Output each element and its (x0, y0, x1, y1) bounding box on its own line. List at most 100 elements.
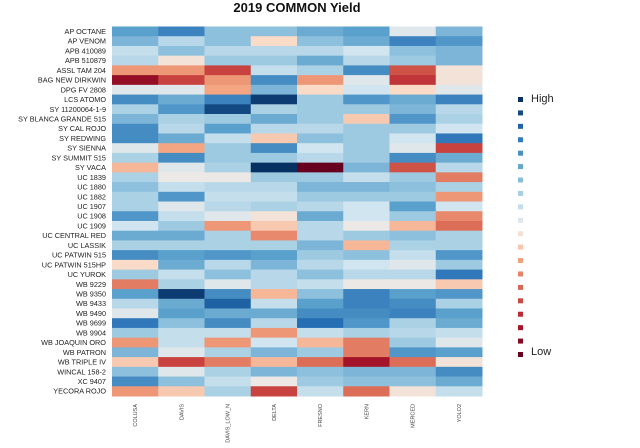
heatmap-cell (158, 366, 205, 378)
heatmap-cell (389, 376, 437, 387)
heatmap-cell (389, 318, 437, 329)
heatmap-cell (158, 347, 205, 358)
heatmap-cell (250, 104, 298, 115)
row-label: APB 410089 (65, 46, 106, 55)
heatmap-cell (389, 133, 437, 144)
heatmap-cell (204, 279, 252, 290)
heatmap-cell (343, 84, 390, 96)
heatmap-cell (112, 220, 159, 232)
heatmap-cell (297, 386, 344, 397)
heatmap-cell (158, 182, 205, 193)
heatmap-cell (204, 269, 252, 280)
heatmap-cell (158, 289, 205, 300)
column-label: DAVIS_LOW_N (226, 404, 232, 443)
heatmap-cell (112, 269, 159, 280)
heatmap-cell (158, 143, 205, 154)
row-label: UC 1880 (77, 183, 106, 192)
heatmap-cell (435, 337, 483, 348)
heatmap-cell (112, 143, 159, 154)
heatmap-cell (343, 298, 390, 309)
heatmap-cell (389, 191, 437, 203)
heatmap-cell (158, 269, 205, 280)
row-label: SY SIENNA (67, 144, 106, 153)
heatmap-cell (112, 65, 159, 76)
heatmap-cell (112, 211, 159, 222)
heatmap-cell (435, 114, 483, 125)
heatmap-cell (389, 104, 437, 115)
heatmap-cell (435, 201, 483, 212)
legend-swatch (518, 177, 523, 183)
heatmap-cell (204, 172, 252, 183)
row-label: SY REDWING (59, 134, 106, 143)
row-label: WINCAL 158-2 (57, 367, 106, 376)
heatmap-cell (297, 308, 344, 319)
heatmap-cell (297, 220, 344, 232)
heatmap-cell (343, 327, 390, 339)
heatmap-cell (112, 259, 159, 271)
heatmap-cell (250, 201, 298, 212)
heatmap-cell (435, 133, 483, 144)
heatmap-cell (389, 123, 437, 134)
heatmap-cell (435, 152, 483, 164)
legend-swatch (518, 137, 523, 143)
heatmap-cell (297, 318, 344, 329)
heatmap-cell (297, 279, 344, 290)
heatmap-cell (389, 55, 437, 66)
heatmap-cell (204, 337, 252, 348)
heatmap-cell (343, 318, 390, 329)
heatmap-cell (297, 347, 344, 358)
heatmap-cell (112, 298, 159, 309)
heatmap-cell (435, 182, 483, 193)
heatmap-cell (112, 152, 159, 164)
heatmap-cell (435, 250, 483, 261)
heatmap-cell (158, 279, 205, 290)
heatmap-cell (250, 298, 298, 309)
heatmap-cell (112, 75, 159, 86)
heatmap-cell (158, 84, 205, 96)
heatmap-cell (158, 75, 205, 86)
heatmap-cell (204, 94, 252, 105)
heatmap-cell (343, 143, 390, 154)
heatmap-cell (204, 26, 252, 37)
legend-swatch (518, 164, 523, 170)
heatmap-cell (158, 298, 205, 309)
heatmap-cell (297, 84, 344, 96)
row-label: UC 1908 (77, 212, 106, 221)
heatmap-cell (343, 240, 390, 251)
heatmap-cell (158, 172, 205, 183)
heatmap-cell (158, 250, 205, 261)
heatmap-cell (250, 357, 298, 368)
heatmap-cell (204, 45, 252, 57)
heatmap-cell (343, 250, 390, 261)
heatmap-cell (343, 172, 390, 183)
row-label: APB 510879 (65, 56, 106, 65)
heatmap-cell (250, 26, 298, 37)
heatmap-cell (112, 327, 159, 339)
heatmap-cell (204, 191, 252, 203)
column-label: DELTA (272, 404, 278, 421)
heatmap-cell (297, 104, 344, 115)
heatmap-cell (343, 26, 390, 37)
heatmap-cell (297, 172, 344, 183)
heatmap-cell (158, 240, 205, 251)
heatmap-cell (158, 230, 205, 241)
heatmap-cell (343, 357, 390, 368)
heatmap-cell (204, 143, 252, 154)
heatmap-cell (204, 318, 252, 329)
row-label: UC 1907 (77, 202, 106, 211)
heatmap-cell (343, 162, 390, 173)
legend-swatch (518, 338, 523, 344)
heatmap-cell (297, 75, 344, 86)
heatmap-cell (389, 201, 437, 212)
heatmap-cell (250, 36, 298, 47)
legend-swatch (518, 352, 523, 357)
heatmap-cell (435, 269, 483, 280)
heatmap-cell (204, 366, 252, 378)
row-label: WB 9904 (76, 328, 106, 337)
chart-title: 2019 COMMON Yield (233, 0, 361, 15)
heatmap-cell (389, 269, 437, 280)
heatmap-cell (250, 220, 298, 232)
heatmap-cell (435, 386, 483, 397)
heatmap-cell (204, 104, 252, 115)
heatmap-cell (343, 366, 390, 378)
